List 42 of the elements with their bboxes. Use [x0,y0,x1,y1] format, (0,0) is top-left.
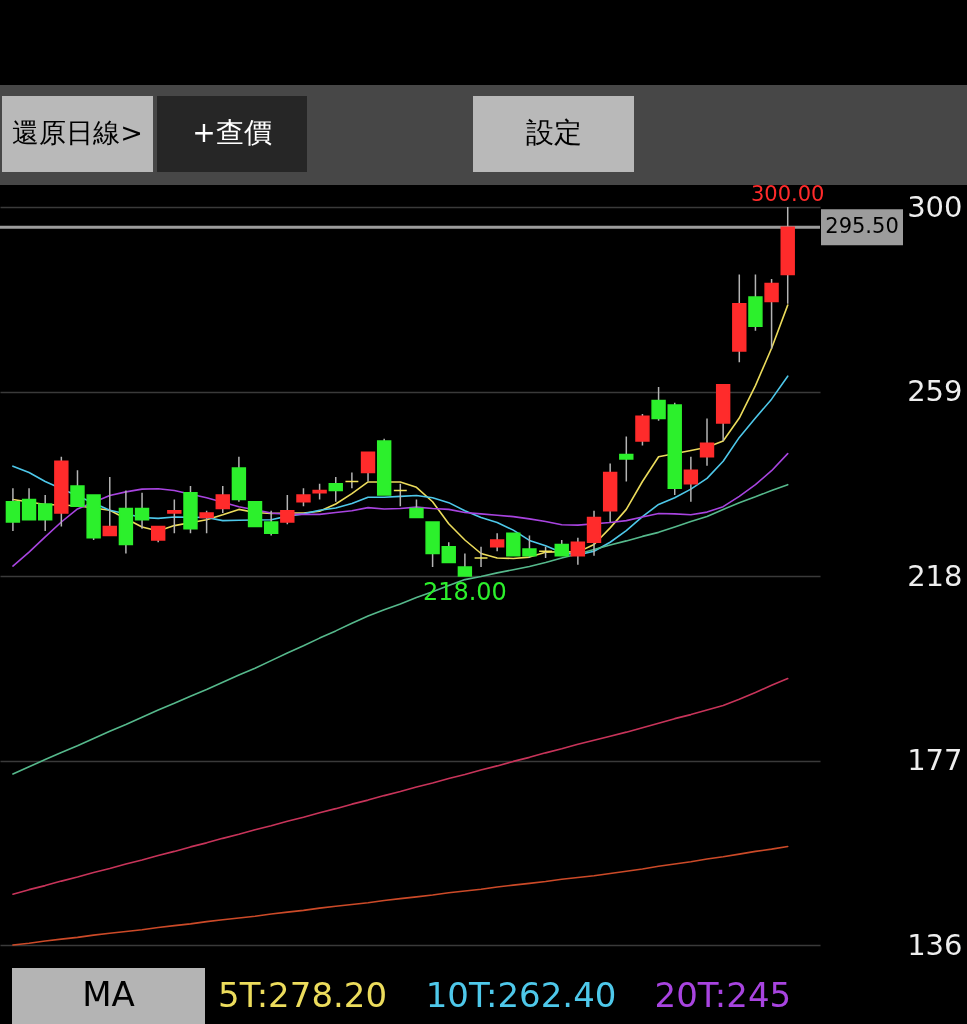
text: 5T:278.20 [218,975,388,1015]
text: 設定 [525,116,582,149]
candlestick [344,471,360,489]
candlestick [215,485,230,514]
candlestick [393,483,408,507]
candlestick [5,487,21,532]
candlestick [360,451,376,483]
line-series [12,845,789,946]
annotation: 218.00 [422,578,507,606]
annotation: 300.00 [750,182,825,206]
candlestick [570,537,586,566]
y-tick-label: 300 [907,189,963,224]
y-tick-label: 136 [907,927,963,962]
y-tick-label: 259 [907,374,963,408]
candlestick [699,417,715,467]
candlestick [457,552,473,577]
line-series [12,677,789,895]
line-series [12,483,789,775]
y-tick-label: 177 [907,743,963,777]
candlestick [263,510,279,537]
candlestick [37,494,53,532]
candlestick [280,494,295,525]
candlestick [683,456,699,503]
text: 還原日線> [12,117,143,148]
candlestick [134,492,150,530]
text: MA [82,974,135,1014]
candlestick [619,435,634,483]
text: +查價 [192,116,272,149]
line-series [12,375,789,556]
candlestick [764,278,779,350]
y-tick-label: 218 [907,558,963,593]
candlestick [441,541,456,564]
candlestick [167,498,182,534]
candlestick [199,510,214,534]
text: 20T:245 [654,975,792,1015]
candlestick [328,476,343,503]
candlestick [651,386,666,422]
text: 10T:262.40 [425,975,617,1015]
line-series [12,452,789,567]
ref-line-label: 295.50 [825,214,899,239]
candlestick [102,476,117,537]
candlestick [21,487,37,521]
